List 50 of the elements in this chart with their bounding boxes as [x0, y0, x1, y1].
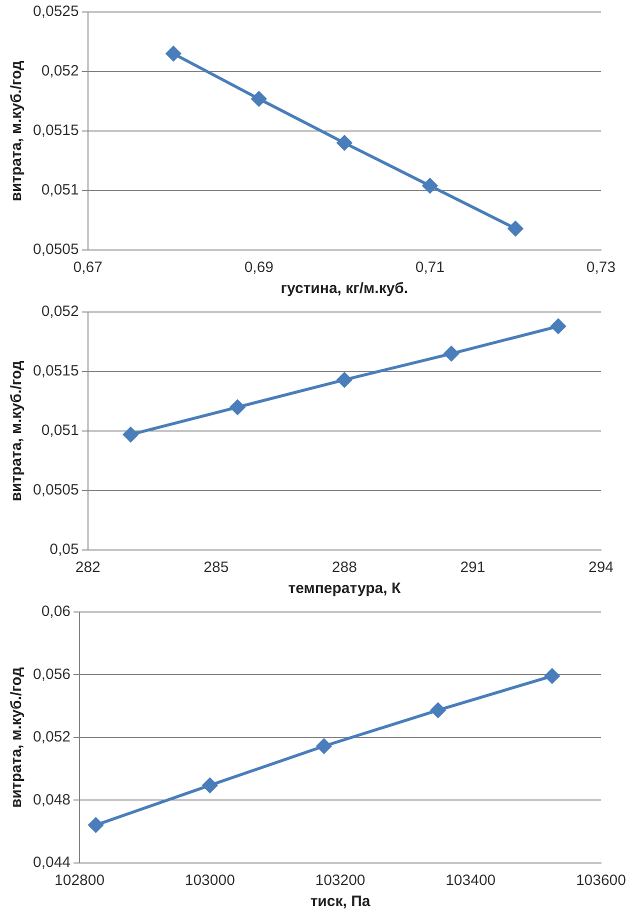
x-axis-title: температура, К [288, 580, 402, 598]
point [422, 178, 438, 194]
x-tick-label: 0,71 [415, 259, 445, 276]
point [550, 318, 566, 334]
y-tick-label: 0,0525 [32, 3, 79, 20]
x-tick-label: 294 [588, 559, 614, 576]
y-tick-label: 0,051 [41, 182, 79, 199]
point [166, 46, 181, 62]
point [230, 400, 246, 415]
x-tick-label: 103200 [315, 872, 366, 890]
x-tick-label: 0,69 [244, 259, 274, 276]
y-tick-label: 0,0515 [32, 122, 79, 140]
y-tick-label: 0,0515 [32, 362, 79, 380]
y-tick-label: 0,052 [41, 62, 79, 80]
x-tick-label: 0,73 [586, 259, 616, 276]
y-tick-label: 0,048 [32, 791, 71, 808]
point [316, 738, 332, 754]
point [544, 668, 560, 684]
x-tick-label: 285 [204, 559, 229, 576]
point [444, 346, 459, 362]
x-tick-label: 282 [75, 559, 100, 576]
point [336, 135, 352, 150]
x-tick-label: 103400 [446, 872, 496, 890]
point [430, 702, 446, 718]
x-tick-label: 288 [332, 559, 357, 576]
y-axis-title: витрата, м.куб./год [8, 60, 26, 202]
y-axis-title: витрата, м.куб./год [8, 666, 26, 808]
y-tick-label: 0,0505 [32, 482, 79, 499]
y-tick-label: 0,044 [32, 854, 71, 872]
y-tick-label: 0,051 [41, 422, 79, 440]
point [251, 91, 266, 106]
y-tick-label: 0,052 [41, 303, 79, 320]
y-tick-label: 0,0505 [32, 241, 79, 258]
y-tick-label: 0,06 [41, 603, 71, 620]
point [336, 372, 352, 388]
point [202, 778, 218, 793]
point [123, 427, 138, 442]
point [88, 818, 104, 833]
y-tick-label: 0,056 [32, 666, 71, 683]
x-axis-title: тиск, Па [310, 893, 371, 910]
x-tick-label: 102800 [54, 872, 105, 890]
x-axis-title: густина, кг/м.куб. [280, 280, 408, 298]
x-tick-label: 103600 [576, 872, 626, 890]
x-tick-label: 291 [460, 559, 486, 576]
y-tick-label: 0,05 [50, 541, 79, 558]
x-tick-label: 103000 [184, 872, 235, 890]
point [508, 221, 523, 236]
y-axis-title: витрата, м.куб./год [8, 360, 26, 502]
x-tick-label: 0,67 [73, 259, 102, 276]
y-tick-label: 0,052 [32, 728, 71, 746]
